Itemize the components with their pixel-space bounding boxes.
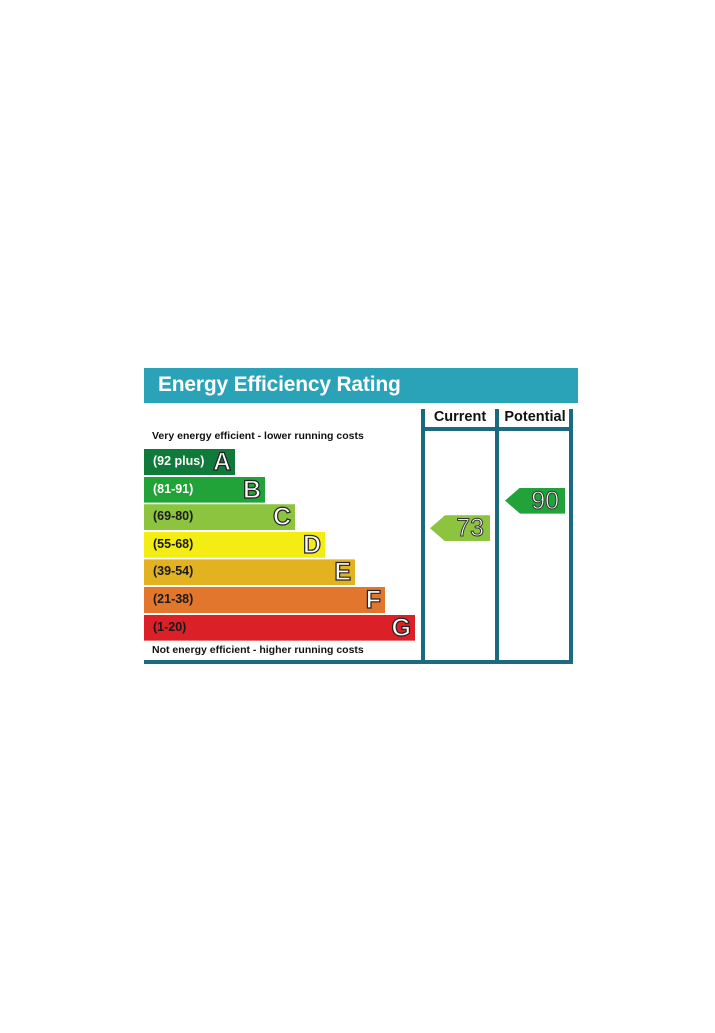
band-g: (1-20) G <box>144 613 415 642</box>
band-range-label: (55-68) <box>153 536 194 551</box>
band-c: (69-80) C <box>144 503 295 532</box>
top-note: Very energy efficient - lower running co… <box>152 430 364 442</box>
band-e: (39-54) E <box>144 558 355 587</box>
chart-title: Energy Efficiency Rating <box>158 373 401 396</box>
band-letter: A <box>212 448 231 476</box>
band-letter: D <box>302 530 321 559</box>
band-letter: C <box>272 503 291 532</box>
band-range-label: (69-80) <box>153 509 194 524</box>
band-range-label: (21-38) <box>153 592 194 606</box>
current-rating-arrow: 73 <box>430 514 490 543</box>
frame-line-middle-divider <box>495 409 499 663</box>
frame-line-header <box>421 427 573 431</box>
band-letter: B <box>242 475 261 504</box>
band-range-label: (92 plus) <box>153 454 205 468</box>
potential-column-header: Potential <box>504 409 566 425</box>
band-b: (81-91) B <box>144 475 265 504</box>
frame-line-left-divider <box>421 409 425 663</box>
band-letter: F <box>365 586 382 614</box>
bottom-note: Not energy efficient - higher running co… <box>152 644 364 656</box>
band-range-label: (81-91) <box>153 481 194 496</box>
potential-rating-value: 90 <box>531 486 560 515</box>
band-letter: G <box>391 613 412 642</box>
band-letter: E <box>334 558 352 587</box>
band-a: (92 plus) A <box>144 449 235 475</box>
band-range-label: (39-54) <box>153 564 194 579</box>
potential-rating-arrow: 90 <box>505 486 565 515</box>
current-rating-value: 73 <box>456 514 485 543</box>
band-d: (55-68) D <box>144 530 325 559</box>
current-column-header: Current <box>433 409 487 425</box>
band-f: (21-38) F <box>144 587 385 613</box>
band-range-label: (1-20) <box>153 619 187 634</box>
frame-line-right <box>569 409 573 663</box>
title-bar: Energy Efficiency Rating <box>144 368 578 403</box>
frame-line-bottom <box>144 660 573 664</box>
energy-efficiency-rating-chart: Energy Efficiency Rating Current Potenti… <box>144 368 579 666</box>
